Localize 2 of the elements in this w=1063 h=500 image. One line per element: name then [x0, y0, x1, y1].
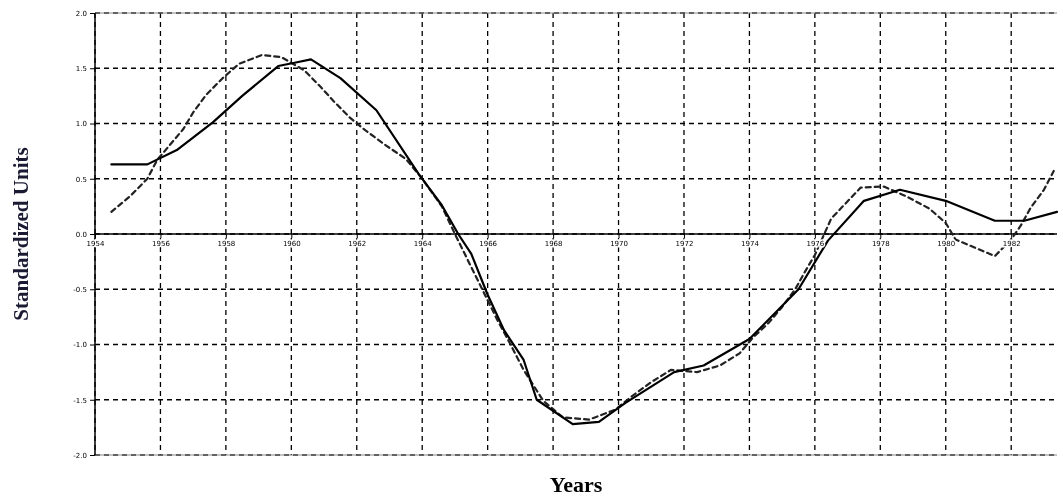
y-axis-title: Standardized Units — [9, 147, 33, 321]
x-axis-title: Years — [549, 472, 603, 497]
